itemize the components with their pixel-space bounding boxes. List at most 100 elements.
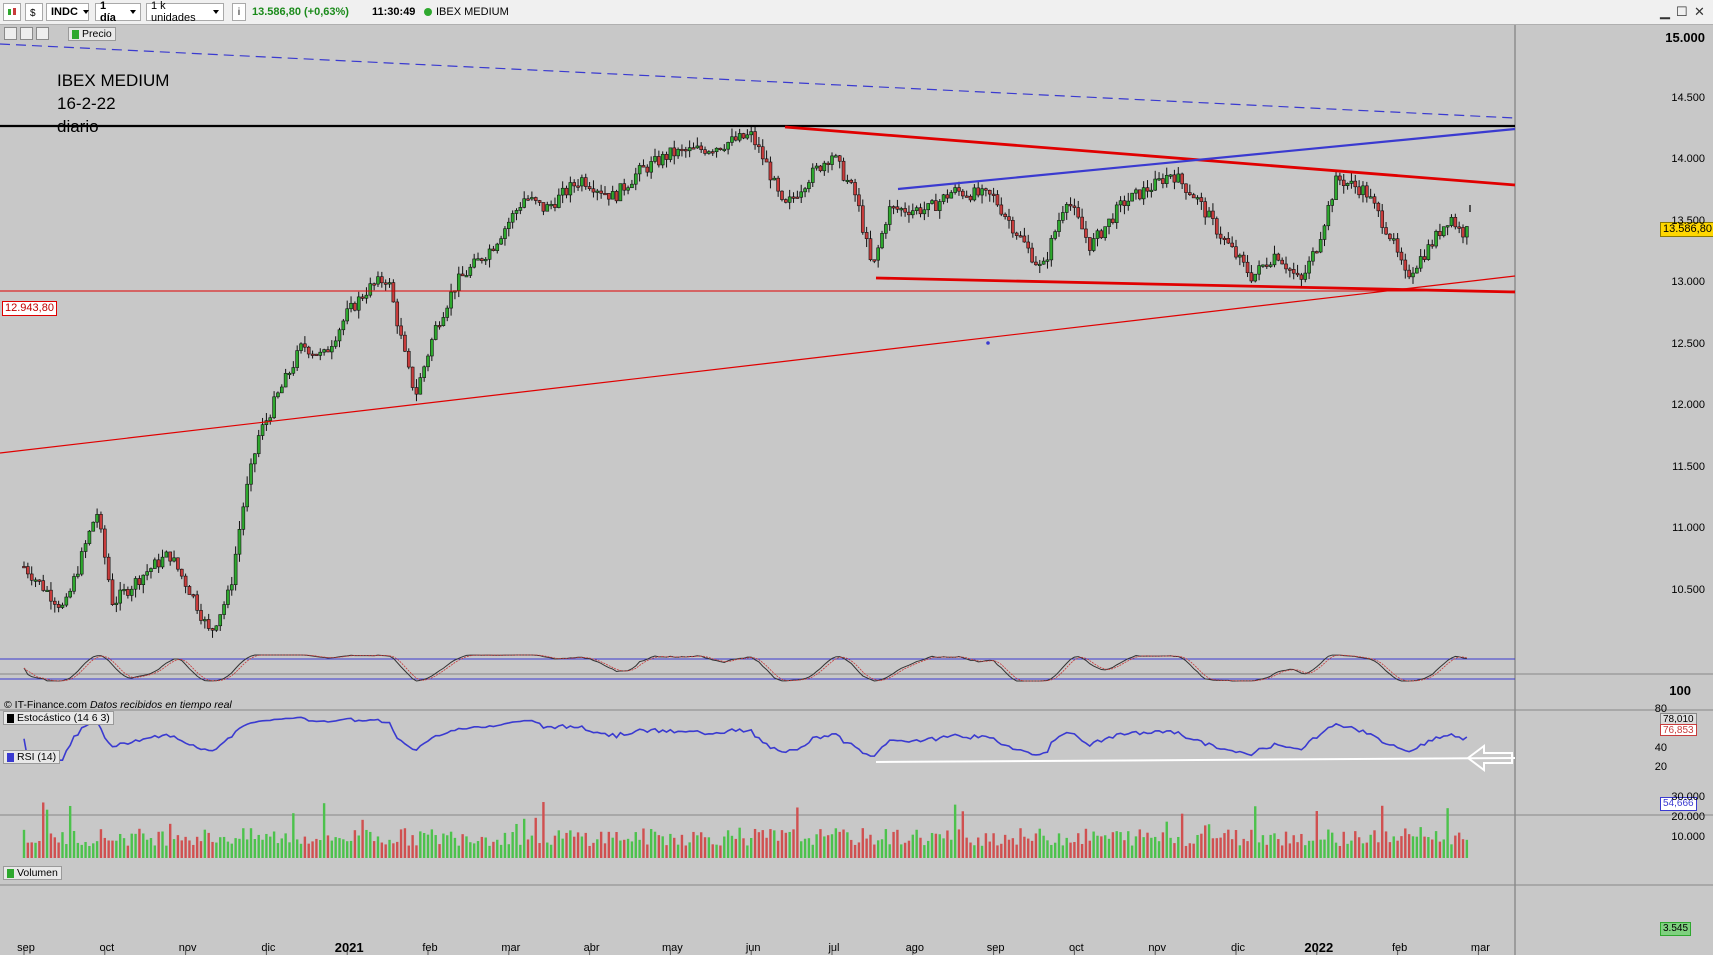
volume-bar xyxy=(857,842,861,858)
volume-label[interactable]: Volumen xyxy=(3,866,62,880)
volume-bar xyxy=(850,839,853,858)
candle-body xyxy=(179,568,184,577)
candle-body xyxy=(295,350,299,368)
volume-bar xyxy=(203,829,207,858)
candle-body xyxy=(595,190,600,193)
candle-body xyxy=(1361,185,1365,196)
volume-bar xyxy=(1138,829,1142,858)
volume-bar xyxy=(580,836,584,858)
volume-bar xyxy=(299,843,303,858)
candle-body xyxy=(918,207,923,215)
candle-body xyxy=(387,282,392,285)
chart-canvas xyxy=(0,25,1713,955)
candle-body xyxy=(1168,174,1173,177)
volume-bar xyxy=(984,833,988,858)
volume-bar xyxy=(842,829,845,858)
candle-body xyxy=(853,182,857,196)
candle-body xyxy=(1053,231,1057,239)
volume-bar xyxy=(988,841,991,858)
candle-body xyxy=(710,151,715,154)
candle-body xyxy=(961,190,965,197)
candle-body xyxy=(880,233,884,249)
candle-body xyxy=(176,557,180,570)
candle-body xyxy=(930,200,934,204)
interval-select[interactable]: 1 día xyxy=(95,0,141,24)
candle-body xyxy=(1203,201,1208,218)
volume-bar xyxy=(388,839,391,858)
candle-body xyxy=(537,200,542,203)
volume-bar xyxy=(157,831,160,858)
volume-bar xyxy=(1157,841,1161,858)
volume-bar xyxy=(407,845,410,858)
candle-body xyxy=(791,196,796,199)
candle-body xyxy=(137,578,142,586)
candle-body xyxy=(1453,217,1458,228)
volume-bar xyxy=(1073,842,1076,858)
candle-body xyxy=(1438,230,1442,237)
volume-bar xyxy=(1027,838,1030,858)
volume-bar xyxy=(1192,843,1195,858)
volume-bar xyxy=(538,843,541,858)
rsi-swatch xyxy=(7,752,14,762)
volume-bar xyxy=(569,830,572,858)
volume-bar xyxy=(1388,842,1392,858)
candle-body xyxy=(1034,261,1038,266)
candle-body xyxy=(272,396,276,419)
rsi-line xyxy=(23,716,1468,762)
candle-body xyxy=(668,147,673,160)
series-tag[interactable]: Precio xyxy=(68,27,116,41)
rsi-tick-label: 40 xyxy=(1654,741,1667,754)
candle-body xyxy=(460,273,465,277)
volume-bar xyxy=(22,829,26,858)
volume-bar xyxy=(1288,843,1292,858)
candle-body xyxy=(1164,174,1169,184)
candle-body xyxy=(483,259,488,262)
stoch-label[interactable]: Estocástico (14 6 3) xyxy=(3,711,114,725)
volume-bar xyxy=(746,845,749,858)
volume-bar xyxy=(72,830,76,858)
candle-body xyxy=(1022,235,1027,243)
volume-bar xyxy=(750,837,753,858)
candle-body xyxy=(1403,259,1408,271)
volume-bar xyxy=(92,843,95,858)
volume-bar xyxy=(326,835,330,858)
volume-bar xyxy=(472,843,476,858)
stoch-d-line xyxy=(23,654,1467,682)
volume-bar xyxy=(507,844,510,858)
candle-body xyxy=(1318,239,1323,253)
add-icon[interactable] xyxy=(4,27,17,40)
candle-body xyxy=(1172,174,1177,183)
symbol-select[interactable]: INDC xyxy=(46,3,89,21)
close-icon[interactable]: ✕ xyxy=(1694,4,1705,19)
candle-body xyxy=(314,353,319,356)
rsi-label[interactable]: RSI (14) xyxy=(3,750,61,764)
candle-body xyxy=(464,275,469,278)
minimize-icon[interactable]: ▁ xyxy=(1660,4,1670,19)
volume-bar xyxy=(80,844,83,858)
status-dot-icon xyxy=(424,8,432,16)
candle-body xyxy=(972,187,977,201)
volume-bar xyxy=(330,840,334,858)
volume-bar xyxy=(1238,845,1242,858)
compare-icon[interactable]: $ xyxy=(25,3,43,21)
candle-body xyxy=(683,149,688,152)
units-select[interactable]: 1 k unidades xyxy=(146,0,224,24)
candle-body xyxy=(106,556,111,581)
info-icon[interactable]: i xyxy=(232,3,246,21)
volume-bar xyxy=(1069,842,1072,858)
candlestick-icon[interactable] xyxy=(3,3,21,21)
candle-body xyxy=(822,162,827,172)
candle-body xyxy=(922,209,927,215)
candle-body xyxy=(626,187,630,191)
month-tick-label: jun xyxy=(745,942,761,954)
candle-body xyxy=(1376,202,1381,212)
layout-icon[interactable] xyxy=(36,27,49,40)
volume-bar xyxy=(1000,843,1003,858)
candle-body xyxy=(1072,205,1077,208)
indicator-icon[interactable] xyxy=(20,27,33,40)
volume-bar xyxy=(365,829,368,858)
maximize-icon[interactable]: ☐ xyxy=(1676,4,1688,19)
volume-bar xyxy=(526,839,530,858)
volume-bar xyxy=(873,844,876,858)
candle-body xyxy=(95,514,99,523)
